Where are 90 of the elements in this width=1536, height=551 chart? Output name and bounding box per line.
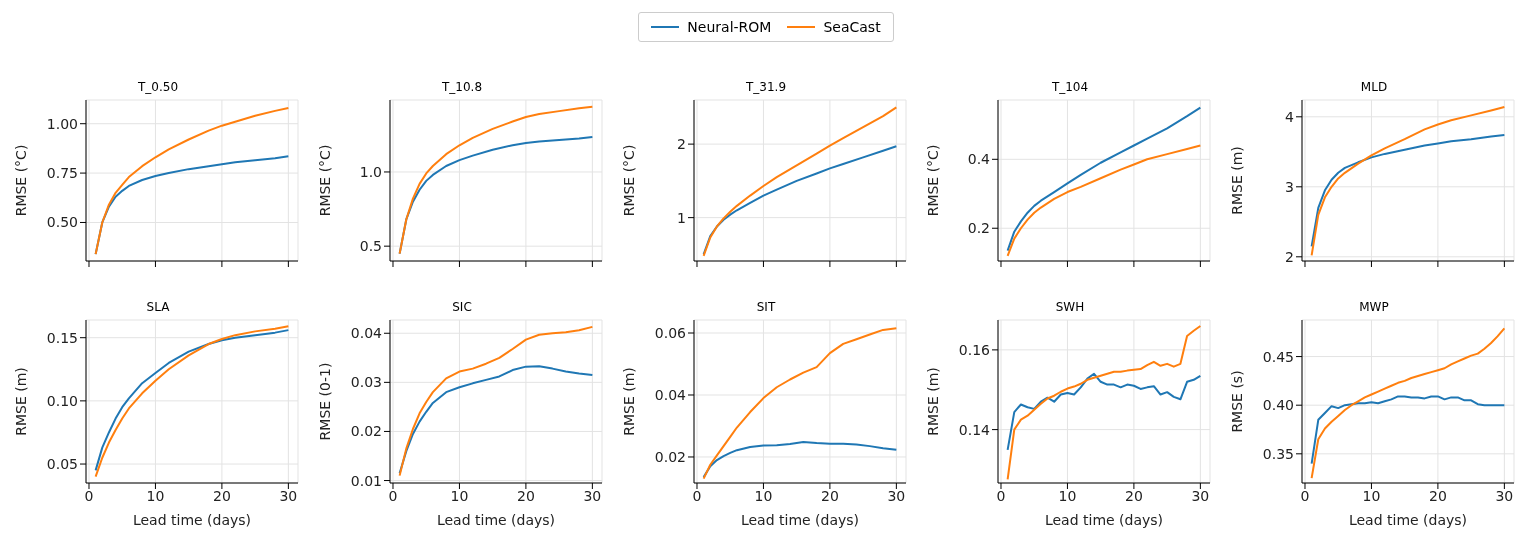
x-tick-label: 0 [388,487,398,504]
y-axis-title: RMSE (m) [13,367,29,436]
y-tick-label: 0.14 [958,421,991,438]
x-tick-label: 30 [279,487,298,504]
chart-title: MLD [1359,80,1389,96]
chart-title: T_104 [1050,80,1090,96]
y-axis-title: RMSE (0-1) [317,362,333,441]
line-series [1006,144,1202,257]
y-tick-label: 0.05 [46,456,78,473]
x-tick-label: 10 [1362,487,1381,504]
y-tick-label: 0.75 [46,165,78,182]
x-tick-label: 10 [146,487,165,504]
y-tick-label: 3 [1285,178,1294,195]
line-series [702,145,898,256]
line-series [1006,106,1202,252]
y-tick-label: 0.02 [654,448,686,465]
chart-title: T_31.9 [744,80,788,96]
line-series [398,325,594,477]
line-series [702,441,898,479]
y-tick-label: 0.35 [1262,445,1294,462]
y-tick-label: 0.15 [46,329,78,346]
chart-title: SLA [145,300,171,316]
x-tick-label: 20 [1428,487,1447,504]
y-tick-label: 1.0 [359,163,382,180]
chart-title: SIC [451,300,473,316]
y-axis-title: RMSE (m) [1229,146,1245,215]
x-tick-label: 10 [1058,487,1077,504]
x-tick-label: 10 [754,487,773,504]
x-tick-label: 20 [820,487,839,504]
line-series [1006,324,1202,481]
y-tick-label: 0.40 [1262,397,1294,414]
line-series [398,105,594,255]
x-tick-label: 20 [516,487,535,504]
legend-label: SeaCast [823,19,881,35]
x-tick-label: 30 [1495,487,1514,504]
y-axis-title: RMSE (m) [925,367,941,436]
line-series [1310,106,1506,257]
y-tick-label: 0.45 [1262,348,1294,365]
y-tick-label: 0.2 [967,220,990,237]
y-tick-label: 0.03 [350,374,382,391]
y-tick-label: 0.01 [350,472,382,489]
y-tick-label: 0.04 [654,386,687,403]
line-series [94,106,290,256]
y-tick-label: 0.5 [359,238,382,255]
x-tick-label: 20 [212,487,231,504]
y-axis-title: RMSE (°C) [317,144,333,217]
x-tick-label: 30 [1191,487,1210,504]
y-tick-label: 4 [1285,108,1295,125]
x-tick-label: 0 [84,487,94,504]
line-series [1310,327,1506,480]
y-tick-label: 0.04 [350,325,383,342]
x-axis-title: Lead time (days) [436,512,556,528]
y-tick-label: 1 [677,209,686,226]
x-axis-title: Lead time (days) [1044,512,1164,528]
y-tick-label: 0.4 [967,151,991,168]
chart-title: T_10.8 [440,80,484,96]
chart-title: MWP [1358,300,1390,316]
y-axis-title: RMSE (°C) [621,144,637,217]
line-series [1310,395,1506,465]
y-axis-title: RMSE (°C) [13,144,29,217]
legend-label: Neural-ROM [687,19,772,35]
x-tick-label: 30 [583,487,602,504]
x-tick-label: 0 [692,487,702,504]
y-axis-title: RMSE (s) [1229,370,1245,433]
chart-title: T_0.50 [136,80,180,96]
y-tick-label: 0.16 [958,341,991,358]
x-axis-title: Lead time (days) [1348,512,1468,528]
chart-title: SWH [1054,300,1086,316]
x-tick-label: 20 [1124,487,1143,504]
line-series [1006,372,1202,451]
line-series [1310,134,1506,248]
y-tick-label: 2 [677,136,686,153]
x-axis-title: Lead time (days) [740,512,860,528]
x-tick-label: 0 [1300,487,1310,504]
y-tick-label: 0.10 [46,392,78,409]
y-axis-title: RMSE (m) [621,367,637,436]
x-tick-label: 10 [450,487,469,504]
chart-title: SIT [755,300,777,316]
line-series [702,327,898,480]
y-tick-label: 0.06 [654,324,687,341]
line-series [398,365,594,475]
y-tick-label: 2 [1285,248,1294,265]
y-tick-label: 1.00 [46,115,78,132]
y-axis-title: RMSE (°C) [925,144,941,217]
x-tick-label: 0 [996,487,1006,504]
x-tick-label: 30 [887,487,906,504]
x-axis-title: Lead time (days) [132,512,252,528]
y-tick-label: 0.02 [350,423,382,440]
line-series [702,106,898,257]
y-tick-label: 0.50 [46,214,78,231]
